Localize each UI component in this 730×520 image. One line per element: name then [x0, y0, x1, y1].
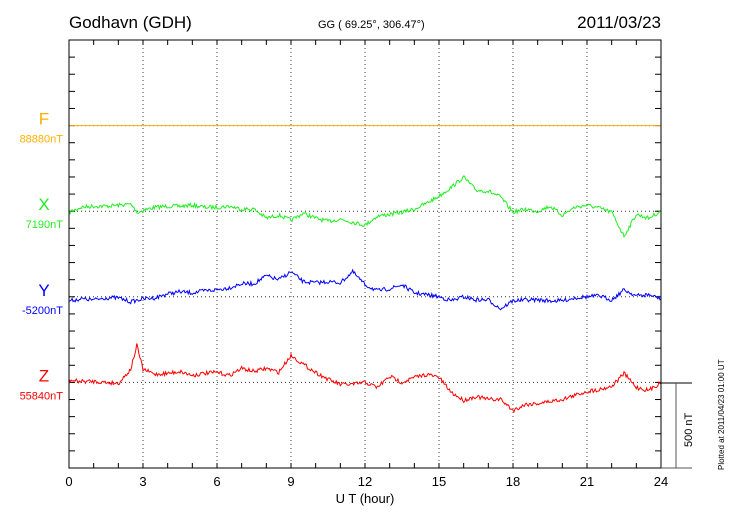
- x-tick-label: 18: [506, 474, 520, 489]
- series-name-y: Y: [38, 281, 49, 300]
- x-tick-label: 15: [432, 474, 446, 489]
- x-tick-label: 6: [213, 474, 220, 489]
- series-name-x: X: [38, 195, 49, 214]
- x-tick-label: 21: [580, 474, 594, 489]
- plot-frame: [68, 39, 662, 469]
- series-name-f: F: [39, 110, 49, 129]
- series-labels: F 88880nT X 7190nT Y -5200nT Z 55840nT: [20, 110, 64, 403]
- series-baseline-x: 7190nT: [26, 219, 64, 231]
- x-tick-labels: 0 3 6 9 12 15 18 21 24: [65, 474, 668, 489]
- series-line-y: [68, 268, 662, 311]
- plotted-timestamp: Plotted at 2011/04/23 01:00 UT: [717, 359, 726, 470]
- plot-date: 2011/03/23: [577, 13, 661, 32]
- x-tick-label: 3: [139, 474, 146, 489]
- series-baseline-z: 55840nT: [20, 390, 64, 402]
- x-tick-label: 24: [654, 474, 668, 489]
- series-line-x: [68, 175, 662, 238]
- series-line-z: [68, 343, 662, 413]
- series-lines: [68, 125, 662, 413]
- x-tick-label: 12: [358, 474, 372, 489]
- x-tick-label: 9: [287, 474, 294, 489]
- station-title: Godhavn (GDH): [69, 13, 192, 32]
- grid-lines: [69, 40, 661, 468]
- series-baseline-f: 88880nT: [20, 134, 64, 146]
- x-tick-label: 0: [65, 474, 72, 489]
- series-baseline-y: -5200nT: [22, 305, 63, 317]
- scale-bar-label: 500 nT: [683, 412, 695, 447]
- x-axis-label: U T (hour): [336, 491, 395, 506]
- series-name-z: Z: [39, 366, 49, 385]
- scale-bar: 500 nT: [661, 382, 695, 469]
- station-coordinates: GG ( 69.25°, 306.47°): [318, 19, 425, 31]
